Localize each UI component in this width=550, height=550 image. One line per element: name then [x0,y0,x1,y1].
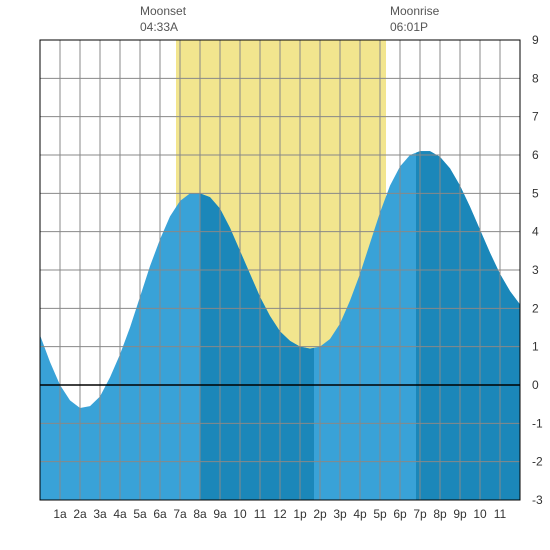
x-tick-label: 11 [494,507,507,521]
tide-chart-svg: 1a2a3a4a5a6a7a8a9a1011121p2p3p4p5p6p7p8p… [0,0,550,550]
y-tick-label: 7 [532,110,539,124]
x-tick-label: 2p [313,507,327,521]
y-tick-label: 4 [532,225,539,239]
x-tick-label: 9p [453,507,467,521]
moonset-label: Moonset [140,4,186,20]
y-tick-label: 9 [532,33,539,47]
x-tick-label: 5p [373,507,387,521]
x-tick-label: 12 [273,507,287,521]
x-tick-label: 11 [254,507,267,521]
moonset-annotation: Moonset 04:33A [140,4,186,35]
moonrise-annotation: Moonrise 06:01P [390,4,439,35]
x-tick-label: 6a [153,507,167,521]
tide-chart: Moonset 04:33A Moonrise 06:01P 1a 2a 3a 4a 5… [0,0,550,550]
x-tick-label: 10 [473,507,487,521]
y-tick-label: -1 [532,416,543,430]
moonrise-label: Moonrise [390,4,439,20]
y-tick-label: 1 [532,340,539,354]
y-tick-label: -2 [532,455,543,469]
moonset-time: 04:33A [140,20,186,36]
x-tick-label: 3p [333,507,347,521]
y-tick-label: 2 [532,301,539,315]
x-tick-label: 3a [93,507,107,521]
moonrise-time: 06:01P [390,20,439,36]
x-tick-label: 2a [73,507,87,521]
x-tick-label: 1a [53,507,67,521]
x-tick-label: 8p [433,507,447,521]
y-tick-label: -3 [532,493,543,507]
x-tick-label: 8a [193,507,207,521]
y-tick-label: 0 [532,378,539,392]
y-tick-label: 8 [532,71,539,85]
x-tick-label: 10 [233,507,247,521]
x-tick-label: 7p [413,507,427,521]
x-tick-label: 1p [293,507,307,521]
y-tick-label: 5 [532,186,539,200]
x-tick-label: 4a [113,507,127,521]
x-tick-label: 9a [213,507,227,521]
x-tick-label: 4p [353,507,367,521]
y-tick-label: 3 [532,263,539,277]
y-tick-label: 6 [532,148,539,162]
x-tick-label: 5a [133,507,147,521]
x-tick-label: 7a [173,507,187,521]
x-tick-label: 6p [393,507,407,521]
